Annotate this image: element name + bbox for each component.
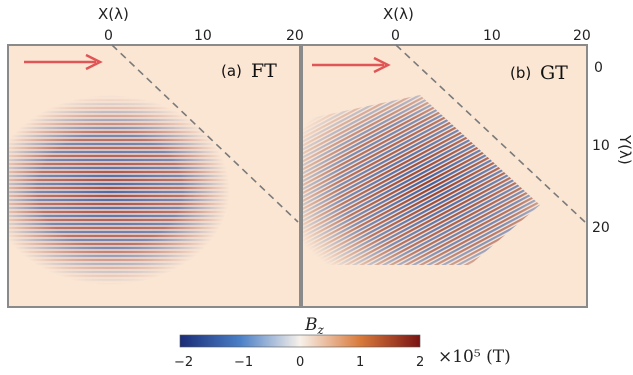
panel-a-field (8, 45, 300, 307)
x-tick-a-0: 0 (104, 28, 113, 44)
top-axis-label-b: X(λ) (383, 5, 414, 23)
panel-a-dashed-line (111, 44, 299, 223)
y-tick-0: 0 (594, 60, 603, 76)
panel-b-frame (301, 44, 588, 308)
colorbar-title: Bz (304, 315, 325, 337)
panel-a-frame (7, 44, 301, 308)
panel-a-name: FT (251, 60, 277, 82)
x-tick-a-20: 20 (286, 28, 304, 44)
panel-a-arrow (24, 53, 103, 71)
panel-a: (a) FT (7, 44, 301, 308)
x-tick-a-10: 10 (194, 28, 212, 44)
x-tick-b-10: 10 (483, 28, 501, 44)
colorbar-gradient (179, 334, 421, 348)
colorbar-unit: ×10⁵ (T) (438, 347, 511, 367)
colorbar-tick-3: 1 (356, 355, 364, 370)
x-tick-b-0: 0 (391, 28, 400, 44)
right-axis-label: Y(λ) (616, 134, 633, 165)
colorbar-tick-4: 2 (416, 355, 424, 370)
colorbar: Bz −2 −1 0 1 2 ×10⁵ (T) (174, 315, 511, 370)
colorbar-tick-1: −1 (234, 355, 253, 370)
y-tick-20: 20 (592, 220, 610, 236)
colorbar-tick-2: 0 (296, 355, 304, 370)
panel-b-arrow (312, 56, 391, 74)
panel-b: (b) GT (301, 44, 588, 308)
y-tick-10: 10 (592, 138, 610, 154)
colorbar-tick-0: −2 (174, 355, 193, 370)
x-tick-b-20: 20 (573, 28, 591, 44)
top-axis-label-a: X(λ) (98, 5, 129, 23)
panel-a-label: (a) (221, 62, 242, 80)
panel-b-field (302, 95, 540, 265)
panel-b-name: GT (540, 62, 568, 84)
panel-b-label: (b) (510, 64, 531, 82)
